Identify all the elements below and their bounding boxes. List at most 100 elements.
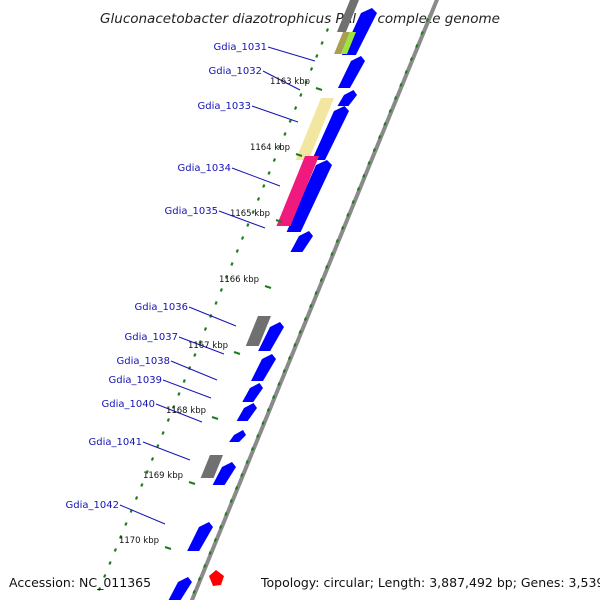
tick-mark <box>340 226 345 230</box>
gene-arrow-13 <box>187 522 213 551</box>
feature-block-21 <box>200 455 223 478</box>
tick-mark <box>356 187 361 191</box>
gene-label: Gdia_1040 <box>102 399 155 410</box>
feature-block-15 <box>336 0 359 32</box>
tick-mark <box>256 434 260 438</box>
genome-stats-text: Topology: circular; Length: 3,887,492 bp… <box>260 575 600 590</box>
kbp-labels: 1163 kbp 1164 kbp 1165 kbp 1166 kbp 1167 kbp… <box>119 77 323 551</box>
tick-mark <box>150 457 155 461</box>
tick-mark <box>134 496 139 500</box>
tick-mark <box>172 405 176 409</box>
tick-mark <box>219 288 223 292</box>
tick-mark <box>192 590 196 594</box>
tick-mark <box>314 291 318 295</box>
gene-arrow-6 <box>290 231 313 252</box>
major-tick <box>315 86 323 92</box>
kbp-label: 1166 kbp <box>219 275 259 285</box>
major-tick <box>188 480 196 486</box>
tick-mark <box>309 67 314 71</box>
tick-mark <box>246 223 250 227</box>
tick-mark <box>367 161 371 165</box>
leader-line <box>170 360 218 381</box>
tick-mark <box>230 262 234 266</box>
gene-arrow-14 <box>168 577 192 600</box>
tick-mark <box>287 356 292 360</box>
tick-mark <box>251 210 255 214</box>
tick-mark <box>293 343 297 347</box>
tick-mark <box>124 522 128 526</box>
kbp-label: 1168 kbp <box>166 406 206 416</box>
tick-mark <box>325 265 329 269</box>
kbp-label: 1167 kbp <box>188 341 228 351</box>
kbp-label: 1169 kbp <box>143 471 183 481</box>
kbp-label: 1165 kbp <box>230 209 270 219</box>
genome-title: Gluconacetobacter diazotrophicus PAl 5, … <box>100 11 500 27</box>
leader-line <box>218 210 266 229</box>
tick-mark <box>409 57 414 61</box>
tick-mark <box>298 330 302 334</box>
gene-arrow-10 <box>236 403 257 421</box>
tick-mark <box>335 239 339 243</box>
tick-mark <box>330 252 334 256</box>
tick-mark <box>103 574 107 578</box>
feature-block-20 <box>245 316 271 346</box>
tick-mark <box>234 486 239 490</box>
tick-mark <box>272 158 277 162</box>
tick-mark <box>145 470 149 474</box>
tick-mark <box>393 96 398 100</box>
tick-mark <box>266 408 270 412</box>
tick-mark <box>320 41 324 45</box>
tick-mark <box>213 538 217 542</box>
tick-mark <box>208 551 212 555</box>
tick-mark <box>240 236 245 240</box>
tick-track-left <box>97 28 330 591</box>
major-tick <box>211 415 219 421</box>
gene-arrow-2 <box>337 56 365 88</box>
gene-label: Gdia_1039 <box>109 375 162 386</box>
genome-backbone <box>189 0 440 600</box>
gene-arrow-5 <box>286 160 332 232</box>
tick-mark <box>262 184 266 188</box>
tick-mark <box>277 382 281 386</box>
accession-text: Accession: NC_011365 <box>9 575 151 590</box>
major-tick <box>275 218 283 224</box>
gene-label: Gdia_1042 <box>66 500 119 511</box>
leader-line <box>188 306 237 327</box>
feature-block-17 <box>341 32 356 54</box>
feature-track <box>168 0 377 600</box>
tick-mark <box>113 548 117 552</box>
tick-mark <box>214 301 218 305</box>
leader-line <box>262 70 301 91</box>
gene-arrow-12 <box>212 462 236 485</box>
tick-mark <box>415 44 419 48</box>
gene-arrow-3 <box>337 90 357 106</box>
gene-label: Gdia_1035 <box>165 206 218 217</box>
tick-mark <box>161 431 165 435</box>
tick-mark <box>303 317 308 321</box>
tick-mark <box>198 340 202 344</box>
tick-mark <box>404 70 408 74</box>
tick-mark <box>235 249 239 253</box>
gene-label: Gdia_1041 <box>89 437 142 448</box>
label-leaders <box>119 46 316 525</box>
gene-arrow-4 <box>311 106 349 160</box>
gene-label: Gdia_1037 <box>125 332 178 343</box>
tick-mark <box>425 18 430 22</box>
tick-mark <box>315 54 319 58</box>
leader-line <box>267 46 316 62</box>
tick-mark <box>140 483 144 487</box>
leader-line <box>231 167 281 187</box>
tick-mark <box>219 525 223 529</box>
tick-mark <box>197 577 202 581</box>
tick-mark <box>108 561 112 565</box>
tick-mark <box>362 174 366 178</box>
tick-mark <box>193 353 197 357</box>
tick-mark <box>378 135 382 139</box>
tick-mark <box>203 564 207 568</box>
gene-arrow-9 <box>242 383 263 402</box>
gene-label: Gdia_1036 <box>135 302 188 313</box>
tick-mark <box>240 473 244 477</box>
tick-mark <box>245 460 249 464</box>
tick-mark <box>304 80 308 84</box>
